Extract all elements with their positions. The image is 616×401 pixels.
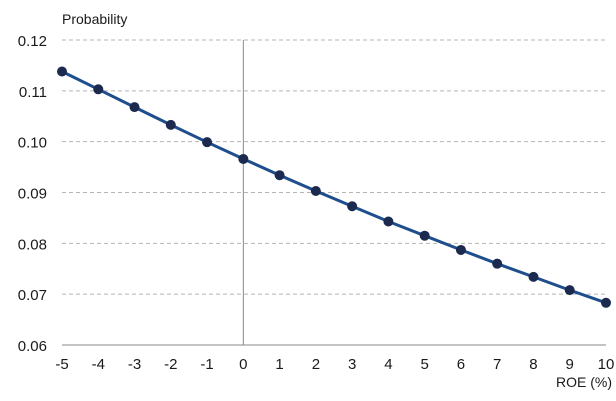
axes <box>62 40 606 346</box>
y-tick-label: 0.10 <box>18 135 47 152</box>
data-point <box>238 153 249 164</box>
x-tick-label: 4 <box>384 356 392 373</box>
data-point <box>455 244 466 255</box>
data-point <box>601 297 611 308</box>
y-tick-label: 0.11 <box>19 84 47 101</box>
axis-labels: Probability ROE (%) 0.06 0.07 0.08 0.09 0.10… <box>18 11 615 390</box>
y-tick-label: 0.06 <box>18 338 47 355</box>
x-tick-label: -1 <box>200 356 213 373</box>
data-point <box>93 84 104 95</box>
x-tick-label: 9 <box>566 356 574 373</box>
data-point <box>492 258 503 269</box>
x-tick-label: 2 <box>312 356 320 373</box>
data-point <box>419 230 430 241</box>
series-line <box>60 70 608 305</box>
data-point <box>129 102 140 113</box>
x-tick-label: 7 <box>493 356 501 373</box>
grid-lines <box>62 39 606 295</box>
x-tick-label: -2 <box>164 356 177 373</box>
x-tick-label: 10 <box>598 356 615 373</box>
x-tick-label: 0 <box>239 356 247 373</box>
data-points <box>57 66 611 308</box>
data-point <box>528 271 539 282</box>
data-point <box>383 216 394 227</box>
x-tick-label: 6 <box>457 356 465 373</box>
x-tick-label: 8 <box>529 356 537 373</box>
data-point <box>347 201 358 212</box>
series-line-path <box>60 70 608 305</box>
y-tick-label: 0.08 <box>18 236 47 253</box>
data-point <box>564 285 575 296</box>
x-tick-label: 5 <box>420 356 428 373</box>
data-point <box>57 66 67 77</box>
y-axis-title: Probability <box>62 11 127 27</box>
x-tick-label: -4 <box>92 356 105 373</box>
data-point <box>310 185 321 196</box>
y-tick-label: 0.09 <box>18 186 47 203</box>
x-tick-label: -5 <box>55 356 68 373</box>
data-point <box>274 170 285 181</box>
x-tick-label: 1 <box>275 356 283 373</box>
data-point <box>165 119 176 130</box>
x-tick-label: -3 <box>128 356 141 373</box>
x-axis-title: ROE (%) <box>556 374 612 390</box>
x-tick-label: 3 <box>348 356 356 373</box>
y-tick-label: 0.07 <box>18 287 47 304</box>
data-point <box>202 137 213 148</box>
y-tick-label: 0.12 <box>18 33 47 50</box>
